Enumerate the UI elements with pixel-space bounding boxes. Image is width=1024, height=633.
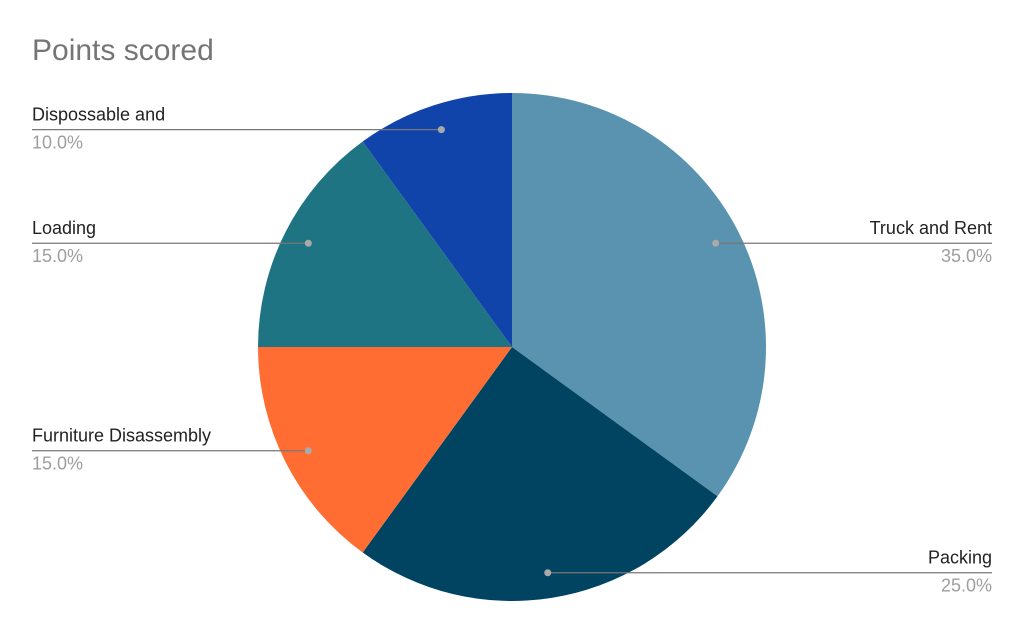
value-label: 25.0% bbox=[941, 576, 992, 596]
chart-title: Points scored bbox=[32, 34, 214, 67]
slice-label: Loading bbox=[32, 218, 96, 238]
value-label: 15.0% bbox=[32, 246, 83, 266]
slice-label: Truck and Rent bbox=[870, 218, 992, 238]
leader-dot bbox=[304, 239, 312, 247]
leader-dot bbox=[304, 447, 312, 455]
pie-slice bbox=[362, 347, 718, 601]
pie-slice bbox=[512, 93, 766, 497]
leader-dot bbox=[712, 239, 720, 247]
pie-slice bbox=[362, 93, 512, 347]
pie-slice bbox=[258, 347, 512, 553]
value-label: 10.0% bbox=[32, 132, 83, 152]
slice-label: Dispossable and bbox=[32, 104, 165, 124]
value-label: 35.0% bbox=[941, 246, 992, 266]
slice-label: Furniture Disassembly bbox=[32, 426, 211, 446]
pie-slice bbox=[258, 141, 512, 347]
leader-dot bbox=[437, 126, 445, 134]
value-label: 15.0% bbox=[32, 454, 83, 474]
slice-label: Packing bbox=[928, 548, 992, 568]
leader-dot bbox=[544, 569, 552, 577]
